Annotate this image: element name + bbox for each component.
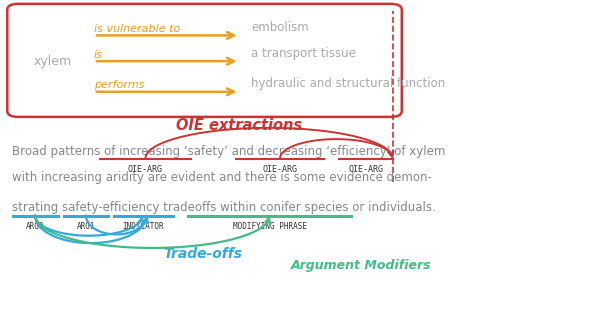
Text: Broad patterns of increasing ‘safety’ and decreasing ‘efficiency’ of xylem: Broad patterns of increasing ‘safety’ an… [12, 145, 445, 158]
Text: OIE-ARG: OIE-ARG [263, 165, 298, 174]
Text: ARG1: ARG1 [76, 222, 95, 231]
Text: a transport tissue: a transport tissue [251, 47, 356, 60]
Text: strating safety-efficiency tradeoffs within conifer species or individuals.: strating safety-efficiency tradeoffs wit… [12, 201, 436, 214]
Text: ARG0: ARG0 [26, 222, 45, 231]
Text: hydraulic and structural function: hydraulic and structural function [251, 77, 446, 90]
Text: is vulnerable to: is vulnerable to [94, 24, 180, 34]
Text: with increasing aridity are evident and there is some evidence demon-: with increasing aridity are evident and … [12, 171, 432, 184]
FancyBboxPatch shape [7, 4, 402, 117]
Text: is: is [94, 50, 103, 60]
Text: xylem: xylem [33, 55, 72, 68]
Text: Argument Modifiers: Argument Modifiers [291, 259, 431, 272]
Text: MODIFYING PHRASE: MODIFYING PHRASE [233, 222, 307, 231]
Text: Trade-offs: Trade-offs [164, 247, 242, 261]
Text: embolism: embolism [251, 21, 309, 34]
Text: performs: performs [94, 80, 144, 90]
Text: OIE-ARG: OIE-ARG [348, 165, 384, 174]
Text: OIE extractions: OIE extractions [176, 118, 302, 133]
Text: INDICATOR: INDICATOR [122, 222, 164, 231]
Text: OIE-ARG: OIE-ARG [128, 165, 163, 174]
